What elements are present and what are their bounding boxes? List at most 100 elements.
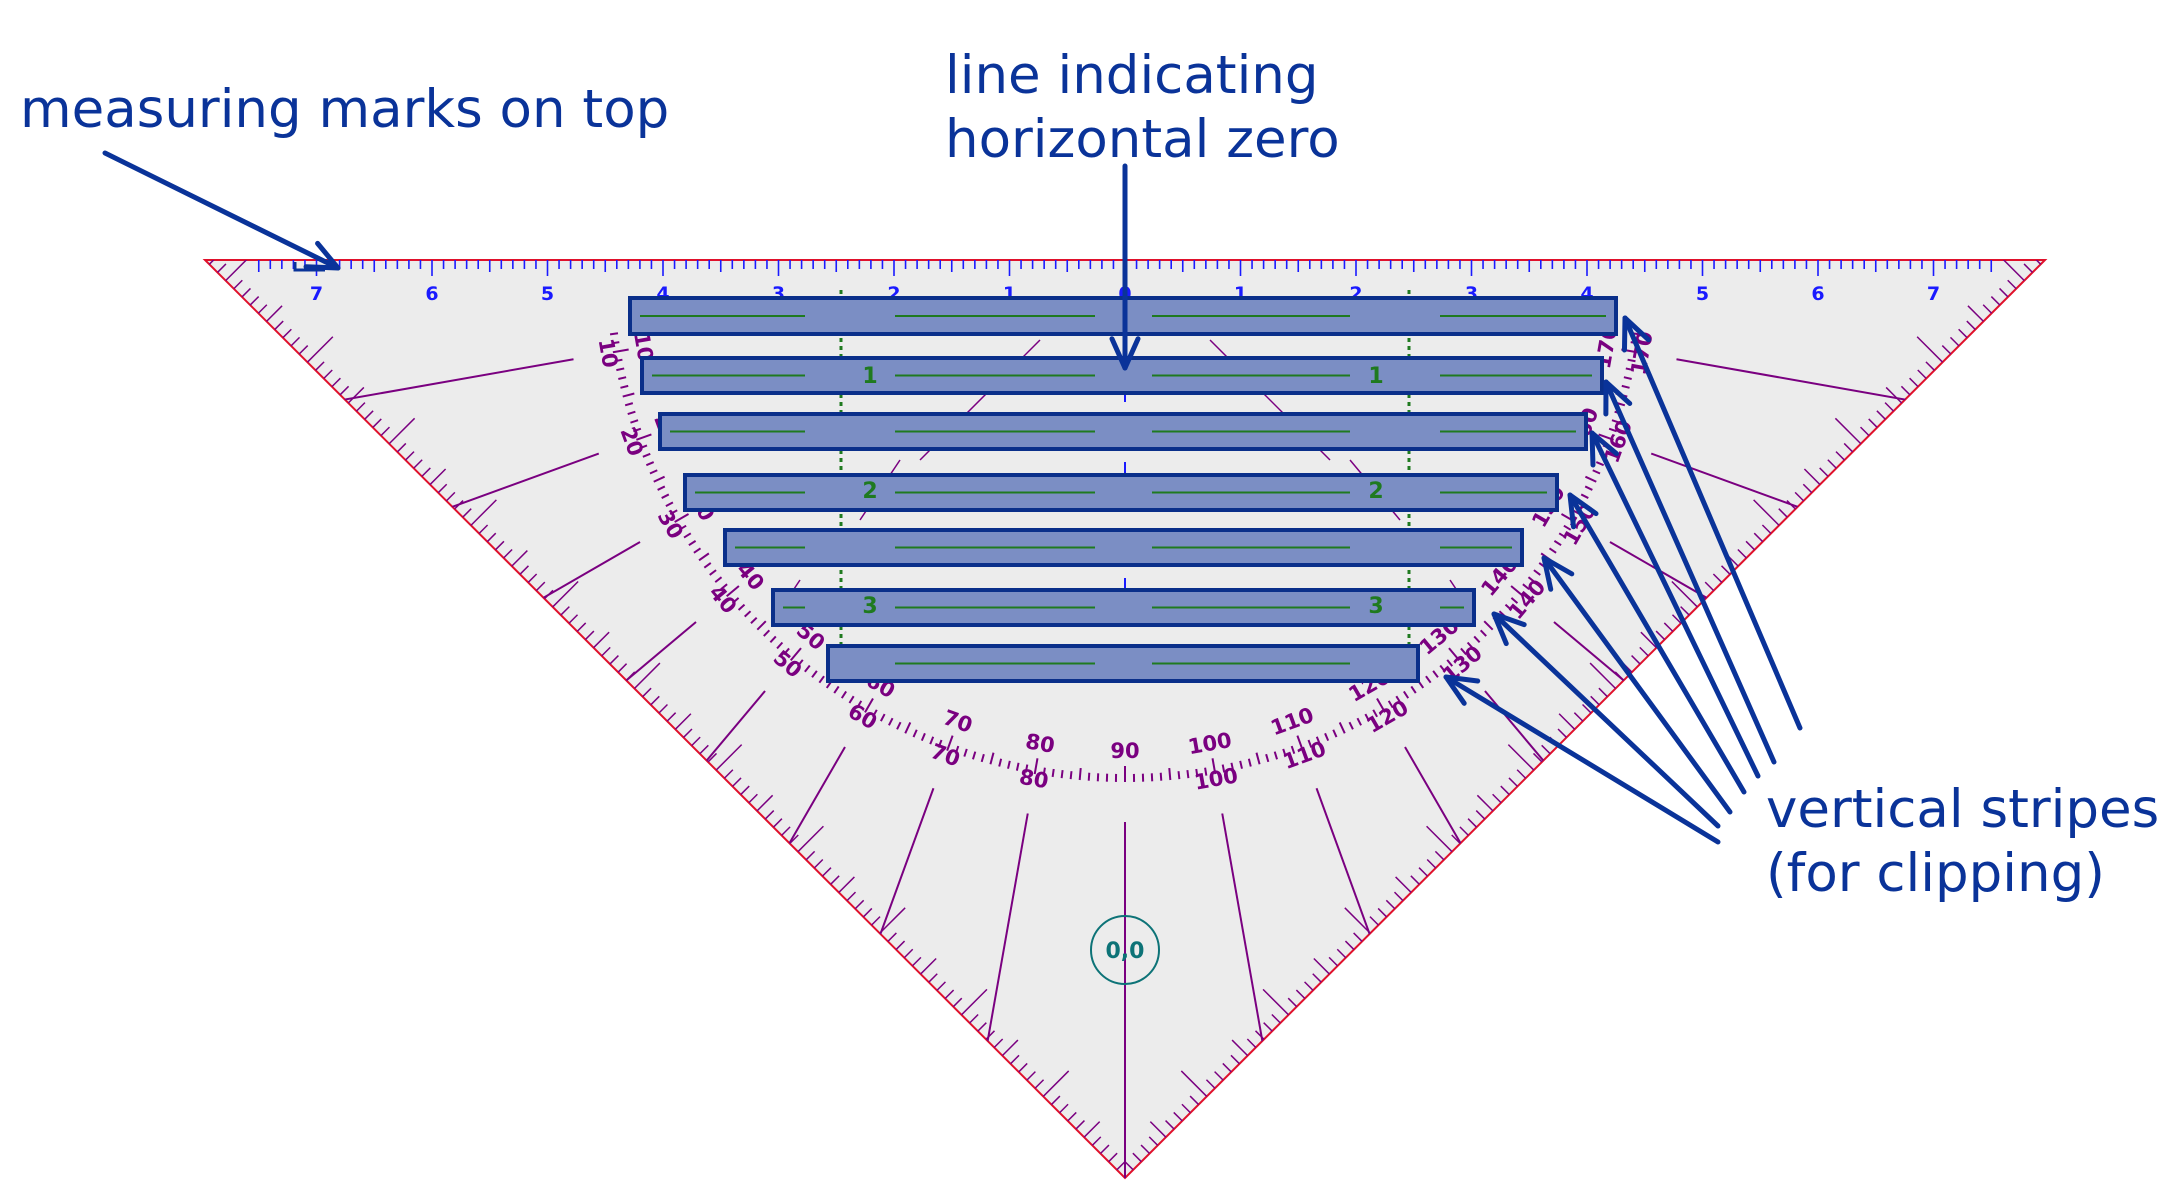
- edge-tick: [216, 263, 227, 273]
- edge-tick: [478, 524, 489, 535]
- edge-tick: [1042, 1070, 1070, 1097]
- stripe-label: 3: [862, 594, 877, 619]
- edge-tick: [331, 377, 341, 388]
- clipping-stripe: [771, 588, 1476, 627]
- edge-tick: [1794, 491, 1805, 502]
- arc-tick: [614, 358, 623, 363]
- edge-tick: [1418, 867, 1429, 877]
- edge-tick: [274, 320, 284, 331]
- arc-tick: [1410, 685, 1417, 694]
- edge-tick: [1745, 540, 1756, 551]
- arc-tick: [709, 569, 717, 576]
- edge-tick: [1295, 989, 1306, 1000]
- arc-tick: [1584, 485, 1593, 491]
- edge-tick: [1982, 304, 1993, 314]
- edge-tick: [1712, 573, 1723, 583]
- edge-tick: [1925, 361, 1935, 371]
- arc-tick: [1204, 767, 1208, 776]
- arc-tick: [1282, 748, 1287, 757]
- edge-tick: [429, 468, 447, 486]
- edge-tick: [1165, 1120, 1175, 1130]
- edge-tick: [1287, 997, 1298, 1008]
- arc-tick: [756, 620, 767, 631]
- edge-tick: [1230, 1054, 1240, 1065]
- edge-tick: [347, 386, 365, 404]
- arc-tick: [1364, 713, 1371, 722]
- angle-label-inner: 90: [1110, 739, 1139, 763]
- angle-ray: [205, 621, 697, 1035]
- edge-tick: [1558, 713, 1576, 730]
- arc-tick: [840, 690, 847, 699]
- arc-tick: [888, 717, 894, 726]
- arc-tick: [946, 735, 954, 751]
- angle-label-outer: 10: [594, 337, 623, 370]
- edge-tick: [993, 1038, 1004, 1048]
- edge-tick: [2023, 263, 2034, 273]
- edge-tick: [1884, 402, 1895, 412]
- edge-tick: [1034, 1079, 1045, 1089]
- arc-tick: [1553, 540, 1562, 547]
- ruler-label: 5: [1696, 283, 1709, 305]
- edge-tick: [1181, 1103, 1191, 1114]
- callout-top-marks: measuring marks on top: [20, 78, 669, 142]
- edge-tick: [233, 279, 243, 290]
- arc-tick: [1168, 767, 1172, 781]
- edge-tick: [1557, 728, 1568, 738]
- edge-tick: [1059, 1103, 1069, 1114]
- arc-tick: [616, 367, 625, 372]
- arc-tick: [1159, 772, 1163, 781]
- edge-tick: [1966, 320, 1976, 331]
- edge-tick: [1353, 932, 1363, 942]
- arc-tick: [904, 721, 912, 734]
- stripe-label: 1: [1368, 364, 1383, 389]
- arrow-icon: [1443, 674, 1721, 845]
- edge-tick: [1018, 1062, 1028, 1073]
- arc-tick: [804, 664, 811, 673]
- arc-tick: [1595, 461, 1605, 467]
- angle-label-outer: 80: [1017, 765, 1050, 794]
- edge-tick: [936, 981, 946, 991]
- edge-tick: [470, 499, 497, 526]
- arc-tick: [1211, 758, 1217, 775]
- edge-tick: [1231, 1039, 1249, 1057]
- edge-tick: [1205, 1079, 1216, 1089]
- arc-tick: [1623, 376, 1632, 380]
- edge-tick: [1704, 581, 1715, 592]
- edge-tick: [642, 687, 652, 698]
- arc-tick: [1348, 721, 1354, 730]
- edge-tick: [1222, 1062, 1232, 1073]
- arc-tick: [642, 452, 651, 458]
- clipping-stripe: [723, 528, 1524, 567]
- edge-tick: [1180, 1070, 1208, 1097]
- edge-tick: [1395, 876, 1412, 893]
- arc-tick: [1177, 771, 1181, 780]
- arc-tick: [665, 501, 674, 508]
- edge-tick: [1827, 459, 1837, 469]
- stripe-label: 2: [1368, 479, 1383, 504]
- arc-tick: [678, 524, 687, 531]
- arrow-icon: [1621, 315, 1803, 731]
- arc-tick: [1598, 433, 1614, 441]
- edge-tick: [1263, 1022, 1273, 1032]
- edge-tick: [404, 451, 415, 461]
- edge-tick: [1124, 1160, 1134, 1171]
- edge-tick: [772, 818, 783, 828]
- arc-tick: [649, 469, 658, 475]
- arc-tick: [1356, 717, 1362, 726]
- edge-tick: [1573, 712, 1584, 722]
- arrow-icon: [1603, 379, 1777, 765]
- edge-tick: [396, 442, 407, 453]
- edge-tick: [1148, 1136, 1159, 1146]
- edge-tick: [1075, 1120, 1085, 1130]
- edge-tick: [1761, 524, 1772, 535]
- arc-tick: [1307, 739, 1313, 748]
- arc-tick: [1448, 647, 1461, 661]
- arc-tick: [714, 576, 723, 583]
- arc-tick: [1195, 768, 1199, 778]
- arc-tick: [1627, 358, 1636, 363]
- edge-tick: [1426, 825, 1453, 853]
- edge-tick: [960, 988, 988, 1016]
- arc-tick: [1460, 647, 1467, 656]
- edge-tick: [1246, 1038, 1257, 1048]
